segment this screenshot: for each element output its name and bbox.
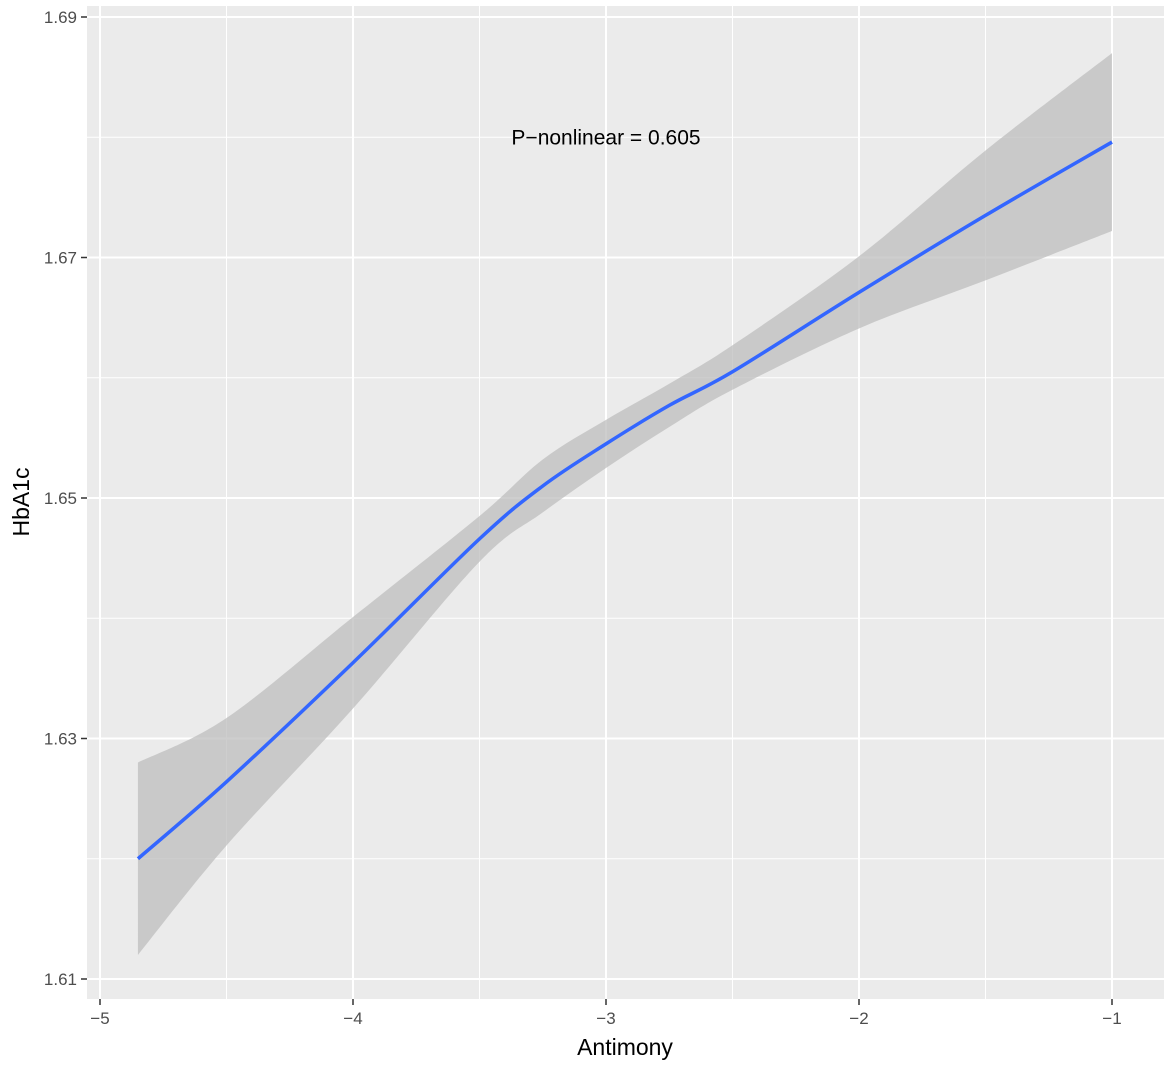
major-gridlines <box>87 6 1164 999</box>
x-axis-title: Antimony <box>577 1034 673 1060</box>
fit-line-layer <box>136 140 1113 861</box>
y-tick-label: 1.63 <box>44 730 77 749</box>
confidence-band <box>137 53 1112 955</box>
fitted-line <box>136 140 1113 861</box>
y-tick-labels: 1.61 1.63 1.65 1.67 1.69 <box>44 8 77 989</box>
y-tick-label: 1.69 <box>44 8 77 27</box>
x-tick-label: −3 <box>596 1009 615 1028</box>
p-nonlinear-annotation: P−nonlinear = 0.605 <box>511 126 700 149</box>
x-tick-labels: −5 −4 −3 −2 −1 <box>90 1009 1121 1028</box>
x-tick-label: −4 <box>343 1009 362 1028</box>
x-tick-label: −5 <box>90 1009 109 1028</box>
y-tick-label: 1.65 <box>44 489 77 508</box>
axis-ticks <box>81 16 1113 1005</box>
y-axis-title: HbA1c <box>8 467 34 536</box>
x-tick-label: −1 <box>1102 1009 1121 1028</box>
x-tick-label: −2 <box>849 1009 868 1028</box>
y-tick-label: 1.61 <box>44 970 77 989</box>
y-tick-label: 1.67 <box>44 249 77 268</box>
confidence-band-layer <box>137 53 1112 955</box>
